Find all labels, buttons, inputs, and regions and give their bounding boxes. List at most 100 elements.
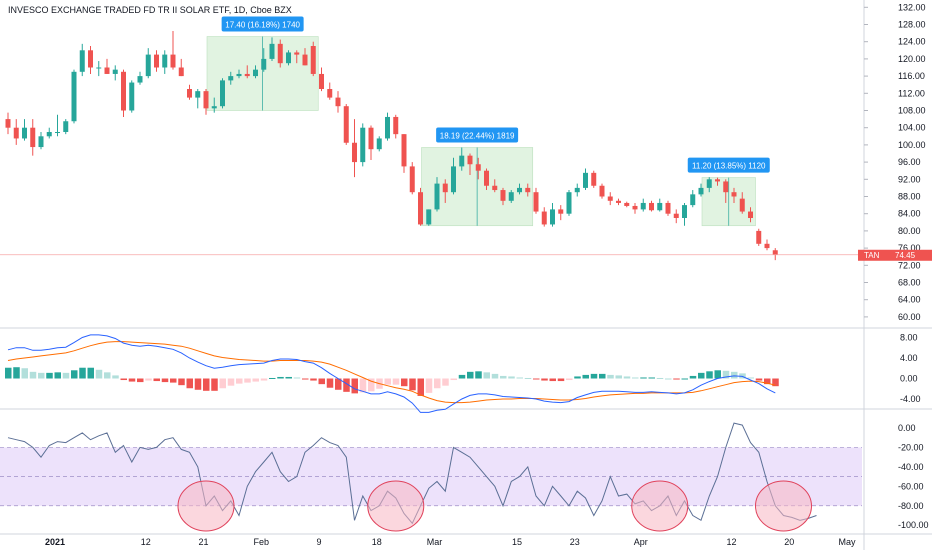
candle-body: [55, 132, 60, 133]
price-tick-label: 112.00: [898, 88, 925, 98]
price-tick-label: 132.00: [898, 2, 926, 12]
price-range-label-bg: [436, 127, 519, 143]
macd-histogram-bar: [607, 374, 614, 379]
candle-body: [723, 181, 729, 193]
macd-histogram-bar: [475, 371, 482, 379]
candle-body: [5, 119, 11, 128]
macd-histogram-bar: [566, 378, 573, 381]
macd-histogram-bar: [359, 378, 367, 393]
candle-body: [162, 54, 168, 68]
macd-histogram-bar: [137, 378, 144, 383]
macd-histogram-bar: [203, 378, 210, 391]
oscillator-band-layer: [0, 447, 862, 507]
ticker-tag-layer: TAN 74.45: [0, 249, 932, 261]
price-tick-label: 100.00: [898, 140, 926, 150]
oscillator-tick-label: -80.00: [898, 501, 924, 511]
time-axis-label: 23: [570, 537, 580, 547]
macd-histogram-bar: [236, 378, 243, 384]
price-tick-label: 128.00: [898, 20, 926, 30]
macd-histogram-bar: [87, 367, 94, 379]
candle-body: [682, 205, 687, 218]
price-range-label-bg: [221, 16, 304, 32]
price-tick-label: 96.00: [898, 157, 921, 167]
candle-body: [104, 67, 110, 74]
candle-body: [38, 136, 44, 148]
candle-body: [632, 205, 638, 210]
macd-histogram-bar: [533, 378, 540, 380]
price-tick-label: 120.00: [898, 54, 926, 64]
macd-histogram-bar: [161, 378, 169, 383]
candle-body: [459, 155, 465, 167]
price-tick-label: 92.00: [898, 174, 921, 184]
macd-histogram-bar: [269, 377, 276, 379]
chart-title: INVESCO EXCHANGE TRADED FD TR II SOLAR E…: [8, 5, 292, 15]
candle-body: [616, 200, 621, 203]
macd-histogram-bar: [170, 378, 177, 383]
candle-body: [46, 132, 52, 137]
macd-histogram-bar: [722, 370, 730, 379]
macd-histogram-bar: [401, 378, 408, 387]
range-box-layer: 17.40 (16.18%) 1740 18.19 (22.44%) 1819 11…: [206, 16, 770, 227]
macd-histogram-bar: [557, 378, 565, 382]
candle-body: [566, 192, 572, 214]
candle-body: [756, 230, 762, 244]
candle-body: [154, 54, 159, 68]
macd-histogram-bar: [244, 378, 251, 383]
macd-histogram-bar: [516, 377, 523, 379]
candle-body: [475, 164, 481, 171]
price-tick-label: 60.00: [898, 312, 921, 322]
macd-histogram-bar: [302, 378, 309, 380]
macd-signal-line: [7, 341, 776, 404]
time-axis-label: 12: [726, 537, 736, 547]
price-tick-label: 88.00: [898, 192, 921, 202]
candle-body: [178, 67, 184, 77]
price-tick-label: 80.00: [898, 226, 921, 236]
macd-histogram-bar: [590, 373, 598, 379]
candle-body: [170, 54, 176, 68]
macd-histogram-bar: [706, 371, 713, 379]
macd-histogram-bar: [665, 378, 672, 380]
candle-body: [574, 187, 580, 193]
candle-body: [88, 50, 93, 68]
macd-histogram-bar: [13, 367, 20, 379]
candle-body: [698, 187, 704, 195]
macd-histogram-bar: [326, 378, 334, 388]
ticker-tag-bg: [858, 249, 932, 261]
macd-histogram-bar: [714, 370, 721, 379]
candle-body: [121, 71, 126, 111]
candlestick-series: [5, 30, 778, 261]
oscillator-tick-label: -20.00: [898, 442, 924, 452]
macd-histogram-bar: [623, 376, 631, 379]
macd-histogram-bar: [442, 378, 449, 386]
macd-histogram-bar: [615, 375, 622, 379]
macd-histogram-bar: [425, 378, 433, 393]
macd-histogram-bar: [755, 378, 763, 381]
macd-pane: [5, 334, 779, 413]
candle-body: [96, 67, 102, 69]
price-range-label-bg: [687, 157, 770, 173]
candle-body: [385, 116, 390, 139]
macd-histogram-bar: [582, 374, 589, 379]
candle-body: [731, 192, 737, 197]
candle-body: [376, 138, 382, 150]
candle-body: [541, 211, 547, 225]
macd-histogram-bar: [450, 378, 457, 381]
candle-body: [657, 202, 663, 211]
macd-histogram-bar: [681, 378, 688, 380]
candle-body: [739, 198, 745, 212]
price-tick-label: 76.00: [898, 243, 921, 253]
time-axis-label: 18: [372, 537, 382, 547]
candle-body: [302, 54, 308, 66]
candle-body: [748, 211, 753, 218]
candle-body: [327, 89, 333, 98]
macd-histogram-bar: [434, 378, 441, 389]
macd-histogram-bar: [409, 378, 416, 391]
candle-body: [418, 192, 423, 225]
candle-body: [706, 179, 712, 188]
macd-histogram-bar: [351, 378, 358, 394]
price-range-label: 18.19 (22.44%) 1819: [440, 131, 515, 140]
oscillator-tick-label: -40.00: [898, 462, 924, 472]
candle-body: [137, 76, 143, 83]
candle-body: [343, 106, 349, 143]
